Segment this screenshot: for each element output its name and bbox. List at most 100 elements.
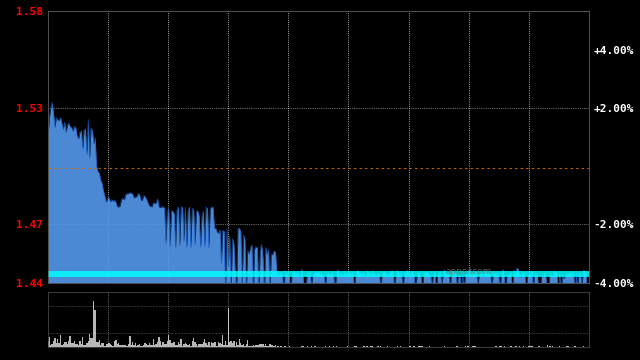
Bar <box>147 345 148 347</box>
Bar <box>499 346 500 347</box>
Bar <box>88 341 89 347</box>
Bar <box>203 342 204 347</box>
Bar <box>366 346 367 347</box>
Bar <box>189 344 190 347</box>
Bar <box>232 343 233 347</box>
Bar <box>280 346 282 347</box>
Bar <box>429 346 430 347</box>
Bar <box>265 344 266 347</box>
Bar <box>47 341 49 347</box>
Bar <box>56 343 57 347</box>
Bar <box>122 345 124 347</box>
Bar <box>92 338 93 347</box>
Bar <box>444 346 445 347</box>
Bar <box>211 342 212 347</box>
Bar <box>218 342 220 347</box>
Bar <box>380 346 381 347</box>
Bar <box>230 341 232 347</box>
Bar <box>84 345 86 347</box>
Bar <box>336 346 337 347</box>
Bar <box>236 342 237 347</box>
Bar <box>134 343 136 347</box>
Bar <box>243 343 244 347</box>
Bar <box>106 344 107 347</box>
Bar <box>58 343 60 347</box>
Bar <box>315 346 316 347</box>
Bar <box>76 344 78 347</box>
Bar <box>97 342 99 347</box>
Bar <box>495 346 497 347</box>
Bar <box>261 344 262 347</box>
Bar <box>111 345 113 347</box>
Bar <box>109 344 111 347</box>
Bar <box>275 345 276 347</box>
Bar <box>413 346 415 347</box>
Bar <box>547 346 548 347</box>
Bar <box>101 343 103 347</box>
Bar <box>420 346 422 347</box>
Bar <box>157 342 158 347</box>
Bar <box>582 346 584 347</box>
Bar <box>220 343 221 347</box>
Bar <box>121 345 122 347</box>
Bar <box>247 340 248 347</box>
Bar <box>209 346 211 347</box>
Bar <box>221 345 222 347</box>
Bar <box>116 344 118 347</box>
Bar <box>89 334 90 347</box>
Bar <box>500 346 502 347</box>
Bar <box>191 341 193 347</box>
Bar <box>49 337 50 347</box>
Bar <box>60 336 61 347</box>
Bar <box>113 346 114 347</box>
Bar <box>417 346 419 347</box>
Bar <box>246 344 247 347</box>
Bar <box>195 342 196 347</box>
Bar <box>63 345 64 347</box>
Bar <box>567 346 569 347</box>
Bar <box>86 343 88 347</box>
Bar <box>329 346 330 347</box>
Bar <box>523 346 524 347</box>
Bar <box>120 345 121 347</box>
Bar <box>165 344 166 347</box>
Bar <box>57 339 58 347</box>
Bar <box>171 343 172 347</box>
Bar <box>115 340 116 347</box>
Bar <box>254 346 255 347</box>
Bar <box>225 341 226 347</box>
Bar <box>264 346 265 347</box>
Bar <box>54 338 56 347</box>
Bar <box>515 346 516 347</box>
Bar <box>271 345 272 347</box>
Bar <box>190 346 191 347</box>
Bar <box>173 342 175 347</box>
Bar <box>159 341 161 347</box>
Bar <box>258 345 259 347</box>
Bar <box>118 343 120 347</box>
Bar <box>531 346 532 347</box>
Bar <box>473 346 474 347</box>
Bar <box>229 342 230 347</box>
Bar <box>278 346 279 347</box>
Bar <box>307 346 308 347</box>
Bar <box>100 345 101 347</box>
Bar <box>138 346 139 347</box>
Bar <box>65 342 67 347</box>
Bar <box>371 346 372 347</box>
Bar <box>272 345 273 347</box>
Bar <box>241 345 243 347</box>
Bar <box>255 345 257 347</box>
Bar <box>53 341 54 347</box>
Bar <box>83 345 84 347</box>
Bar <box>465 346 466 347</box>
Bar <box>205 343 207 347</box>
Bar <box>198 344 200 347</box>
Bar <box>108 343 109 347</box>
Bar <box>266 346 268 347</box>
Bar <box>170 340 171 347</box>
Bar <box>136 346 138 347</box>
Bar <box>467 346 469 347</box>
Bar <box>128 344 129 347</box>
Bar <box>372 346 373 347</box>
